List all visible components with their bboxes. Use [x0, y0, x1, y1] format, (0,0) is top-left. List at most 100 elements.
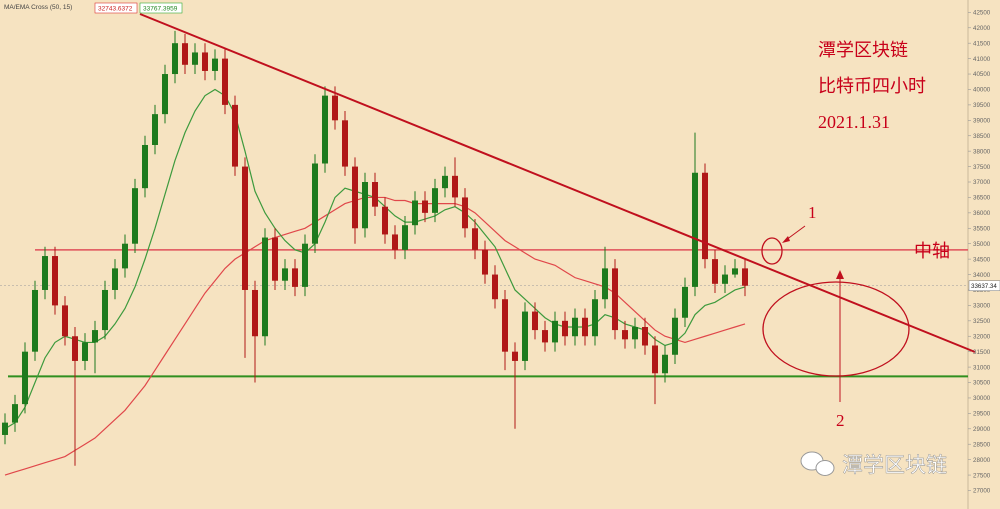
- candle-body: [672, 317, 678, 355]
- candle-body: [722, 274, 728, 284]
- candle-body: [242, 166, 248, 290]
- y-tick-label: 42500: [973, 10, 991, 17]
- candle-body: [432, 188, 438, 213]
- candle-body: [422, 200, 428, 213]
- indicator-box: [94, 2, 138, 14]
- y-tick-label: 39000: [973, 118, 991, 125]
- y-tick-label: 41000: [973, 56, 991, 63]
- candle-body: [232, 104, 238, 167]
- callout-arrow: [785, 225, 806, 241]
- y-tick-label: 32500: [973, 318, 991, 325]
- candle-body: [682, 286, 688, 318]
- candle-body: [662, 354, 668, 374]
- candle-body: [142, 144, 148, 189]
- candle-body: [132, 188, 138, 244]
- arrow-head: [836, 270, 844, 279]
- candle-body: [572, 317, 578, 337]
- candle-body: [632, 326, 638, 340]
- candle-body: [362, 182, 368, 229]
- candle-body: [742, 268, 748, 286]
- y-tick-label: 28000: [973, 457, 991, 464]
- resistance-trendline: [139, 13, 976, 353]
- candle-body: [342, 120, 348, 167]
- candle-body: [462, 197, 468, 229]
- y-tick-label: 39500: [973, 102, 991, 109]
- candle-body: [372, 182, 378, 207]
- candle-body: [512, 351, 518, 361]
- candle-body: [412, 200, 418, 226]
- candle-body: [52, 256, 58, 306]
- watermark: 潭学区块链: [842, 454, 947, 477]
- candle-body: [312, 163, 318, 244]
- candle-body: [452, 175, 458, 198]
- candle-body: [202, 52, 208, 71]
- y-tick-label: 41500: [973, 40, 991, 47]
- y-tick-label: 29000: [973, 426, 991, 433]
- candle-body: [322, 95, 328, 164]
- candle-body: [352, 166, 358, 229]
- candle-body: [212, 58, 218, 71]
- candle-body: [592, 299, 598, 337]
- candle-body: [732, 268, 738, 275]
- callout-label: 1: [808, 203, 817, 222]
- last-price-box: [968, 280, 1000, 291]
- candle-body: [562, 320, 568, 337]
- candle-body: [62, 305, 68, 337]
- y-tick-label: 31000: [973, 364, 991, 371]
- candle-body: [112, 268, 118, 290]
- y-tick-label: 34000: [973, 272, 991, 279]
- candle-body: [302, 243, 308, 287]
- candle-body: [332, 95, 338, 121]
- y-tick-label: 42000: [973, 25, 991, 32]
- candle-body: [262, 237, 268, 337]
- indicator-value: 33767.3959: [143, 6, 178, 13]
- candle-body: [502, 299, 508, 352]
- candle-body: [522, 311, 528, 361]
- candle-body: [72, 336, 78, 361]
- y-tick-label: 32000: [973, 333, 991, 340]
- candle-body: [652, 345, 658, 374]
- candle-body: [162, 74, 168, 115]
- candle-body: [122, 243, 128, 269]
- candle-body: [42, 256, 48, 290]
- y-tick-label: 36500: [973, 195, 991, 202]
- y-tick-label: 37500: [973, 164, 991, 171]
- y-tick-label: 37000: [973, 179, 991, 186]
- y-tick-label: 34500: [973, 256, 991, 263]
- y-tick-label: 40500: [973, 71, 991, 78]
- indicator-label: MA/EMA Cross (50, 15): [4, 4, 72, 11]
- candle-body: [182, 43, 188, 65]
- chart-date: 2021.1.31: [818, 112, 890, 132]
- indicator-box: [139, 2, 183, 14]
- candle-body: [292, 268, 298, 287]
- candle-body: [22, 351, 28, 405]
- candle-body: [152, 114, 158, 145]
- candle-body: [532, 311, 538, 331]
- y-tick-label: 36000: [973, 210, 991, 217]
- callout-label: 2: [836, 411, 845, 430]
- candle-body: [382, 206, 388, 235]
- y-tick-label: 28500: [973, 441, 991, 448]
- y-tick-label: 38500: [973, 133, 991, 140]
- watermark-icon: [800, 451, 835, 476]
- candle-body: [492, 274, 498, 300]
- arrow-head: [782, 236, 790, 243]
- chart-title: 潭学区块链: [818, 40, 908, 60]
- chart-subtitle: 比特币四小时: [818, 76, 926, 96]
- y-tick-label: 35500: [973, 225, 991, 232]
- candle-body: [192, 52, 198, 65]
- candle-body: [642, 326, 648, 346]
- candle-body: [82, 342, 88, 361]
- y-tick-label: 29500: [973, 411, 991, 418]
- candle-body: [712, 259, 718, 284]
- y-tick-label: 33000: [973, 303, 991, 310]
- y-tick-label: 35000: [973, 241, 991, 248]
- candle-body: [482, 249, 488, 275]
- candle-body: [602, 268, 608, 300]
- candle-body: [282, 268, 288, 281]
- y-tick-label: 27500: [973, 472, 991, 479]
- candle-body: [32, 289, 38, 352]
- candle-body: [2, 422, 8, 435]
